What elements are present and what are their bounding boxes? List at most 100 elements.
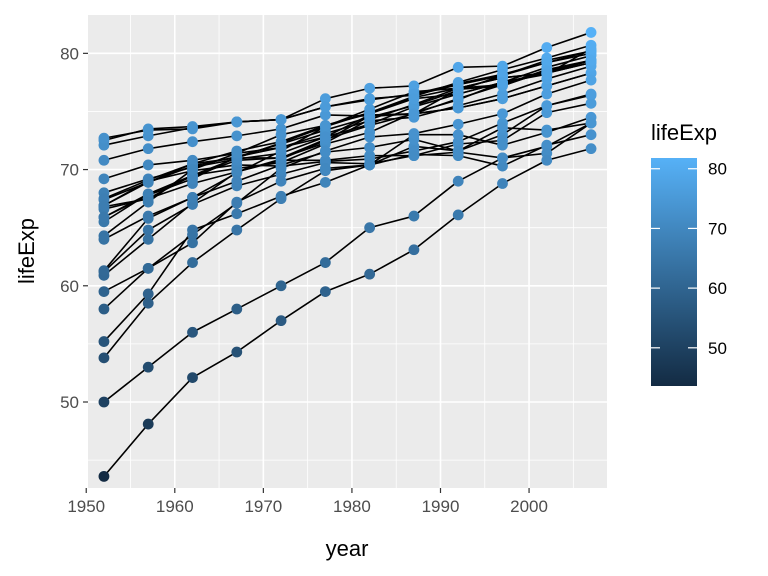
- legend: lifeExp 50 60 70 80: [651, 120, 727, 386]
- data-point: [319, 154, 331, 166]
- data-point: [585, 27, 597, 38]
- data-point: [275, 114, 287, 125]
- series-line: [103, 50, 592, 139]
- data-point: [452, 61, 464, 73]
- data-point: [142, 212, 154, 224]
- data-point: [231, 224, 243, 236]
- data-point: [452, 175, 464, 187]
- data-point: [319, 286, 331, 297]
- data-point: [497, 108, 508, 120]
- data-point: [142, 288, 154, 300]
- data-point: [319, 101, 331, 113]
- data-point: [364, 142, 376, 153]
- series-line: [103, 31, 592, 142]
- series-line: [103, 59, 592, 180]
- data-point: [408, 244, 420, 256]
- x-axis-title: year: [326, 536, 369, 561]
- data-point: [231, 175, 243, 187]
- data-point: [364, 159, 376, 171]
- x-tick-label: 2000: [510, 497, 548, 516]
- data-point: [497, 160, 508, 172]
- data-point: [98, 336, 110, 347]
- legend-tick-label: 60: [708, 279, 727, 298]
- data-point: [585, 88, 597, 100]
- data-point: [187, 173, 198, 185]
- data-point: [585, 54, 597, 66]
- data-point: [187, 123, 198, 135]
- data-point: [497, 139, 508, 151]
- data-point: [452, 209, 464, 221]
- data-point: [541, 42, 553, 53]
- data-point: [275, 142, 287, 153]
- data-point: [497, 122, 508, 134]
- data-point: [497, 77, 508, 88]
- data-point: [364, 131, 376, 143]
- data-point: [98, 396, 110, 408]
- data-point: [98, 352, 110, 364]
- data-point: [364, 222, 376, 234]
- data-point: [319, 93, 331, 105]
- data-point: [142, 159, 154, 171]
- x-tick-label: 1980: [333, 497, 371, 516]
- data-point: [142, 124, 154, 136]
- data-point: [187, 192, 198, 203]
- data-point: [452, 100, 464, 112]
- data-point: [452, 145, 464, 157]
- x-axis: 1950 1960 1970 1980 1990 2000: [67, 488, 548, 516]
- data-point: [142, 233, 154, 245]
- data-point: [319, 163, 331, 174]
- data-point: [98, 200, 110, 211]
- data-point: [231, 346, 243, 358]
- data-point: [142, 143, 154, 155]
- data-point: [364, 93, 376, 105]
- data-point: [98, 173, 110, 185]
- legend-colorbar: [651, 158, 697, 386]
- data-point: [231, 130, 243, 142]
- legend-title: lifeExp: [651, 120, 717, 145]
- data-point: [541, 68, 553, 80]
- data-point: [98, 230, 110, 242]
- y-tick-label: 60: [60, 277, 79, 296]
- data-point: [585, 43, 597, 55]
- data-point: [364, 82, 376, 94]
- data-point: [585, 74, 597, 86]
- data-point: [541, 57, 553, 69]
- data-point: [275, 193, 287, 205]
- data-point: [408, 150, 420, 162]
- series-line: [103, 93, 592, 207]
- data-point: [98, 132, 110, 144]
- y-tick-label: 80: [60, 44, 79, 63]
- data-point: [187, 326, 198, 338]
- data-point: [231, 147, 243, 159]
- data-point: [319, 131, 331, 143]
- data-point: [452, 118, 464, 130]
- series-line: [103, 65, 592, 207]
- x-tick-label: 1960: [156, 497, 194, 516]
- data-point: [231, 166, 243, 178]
- data-point: [585, 117, 597, 129]
- data-point: [231, 116, 243, 128]
- data-point: [364, 108, 376, 120]
- series-line: [103, 147, 592, 477]
- x-tick-label: 1950: [67, 497, 105, 516]
- data-point: [319, 109, 331, 121]
- data-point: [187, 372, 198, 383]
- data-point: [98, 303, 110, 315]
- data-point: [541, 88, 553, 100]
- y-axis: 50 60 70 80: [60, 44, 88, 412]
- data-point: [585, 143, 597, 155]
- data-point: [408, 80, 420, 92]
- legend-ticks: 50 60 70 80: [651, 160, 727, 358]
- data-point: [275, 163, 287, 174]
- series-line: [103, 122, 592, 276]
- data-point: [187, 237, 198, 249]
- data-point: [541, 124, 553, 136]
- data-point: [319, 176, 331, 188]
- data-point: [497, 178, 508, 189]
- series-line: [103, 116, 592, 293]
- data-point: [275, 280, 287, 292]
- data-point: [98, 211, 110, 223]
- data-point: [319, 257, 331, 268]
- legend-tick-label: 50: [708, 339, 727, 358]
